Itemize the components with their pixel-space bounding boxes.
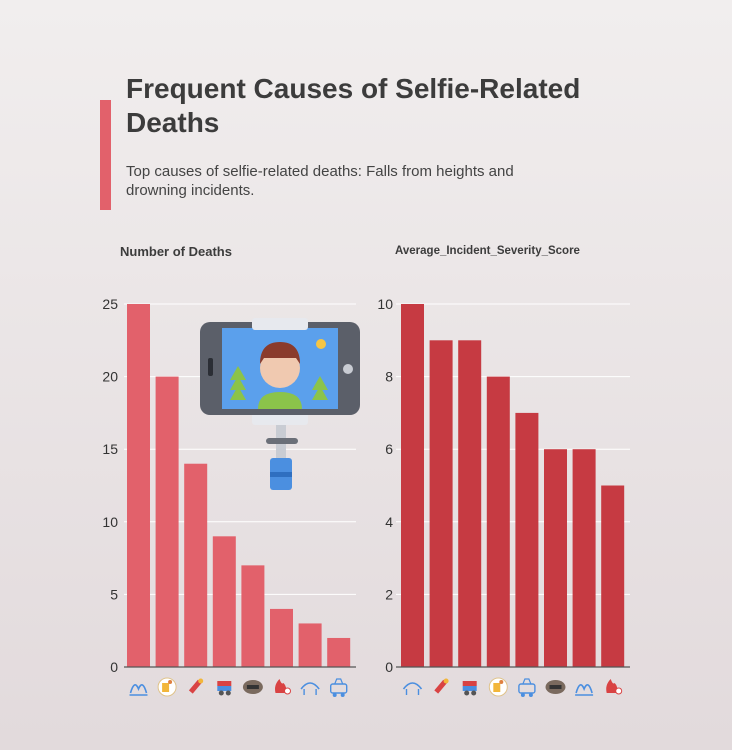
wave-icon — [129, 684, 148, 696]
bar — [327, 637, 351, 667]
fall-icon — [157, 677, 177, 697]
y-tick-label: 10 — [102, 514, 118, 530]
fall-icon — [488, 677, 508, 697]
y-tick-label: 2 — [385, 586, 393, 602]
y-tick-label: 15 — [102, 441, 118, 457]
bar — [544, 449, 567, 667]
bar — [572, 449, 596, 667]
bar — [486, 376, 510, 667]
left-bar-chart: 0 5 10 15 20 25 — [102, 296, 356, 697]
y-tick-label: 10 — [377, 296, 393, 312]
weapon-icon — [518, 678, 536, 697]
page-title: Frequent Causes of Selfie-Related Deaths — [126, 73, 581, 138]
y-tick-label: 0 — [385, 659, 393, 675]
wave-icon — [575, 684, 594, 696]
bar — [298, 623, 322, 667]
y-tick-label: 4 — [385, 514, 393, 530]
y-tick-label: 0 — [110, 659, 118, 675]
fire-icon — [275, 679, 291, 695]
bar — [401, 304, 424, 667]
y-tick-label: 20 — [102, 369, 118, 385]
selfie-stick-phone-icon — [200, 318, 360, 490]
bar — [601, 485, 625, 667]
title-accent-bar — [100, 100, 111, 210]
animal-icon — [462, 681, 477, 696]
y-tick-label: 8 — [385, 369, 393, 385]
bar — [458, 340, 482, 667]
y-tick-label: 6 — [385, 441, 393, 457]
bar — [127, 304, 150, 667]
train-icon — [188, 678, 204, 694]
y-tick-label: 5 — [110, 586, 118, 602]
animal-icon — [217, 681, 232, 696]
train-icon — [434, 678, 449, 694]
bar — [270, 608, 293, 667]
bar — [515, 412, 539, 667]
bar — [184, 463, 208, 667]
weapon-icon — [330, 678, 348, 697]
page-subtitle: Top causes of selfie-related deaths: Fal… — [126, 163, 514, 199]
right-bar-chart: 0 2 4 6 8 10 — [377, 296, 630, 697]
vehicle-icon — [242, 680, 263, 694]
y-tick-label: 25 — [102, 296, 118, 312]
right-chart-title: Average_Incident_Severity_Score — [395, 245, 580, 257]
bar — [155, 376, 179, 667]
electricity-icon — [300, 682, 320, 695]
electricity-icon — [402, 682, 423, 695]
vehicle-icon — [545, 680, 566, 694]
fire-icon — [606, 679, 623, 695]
left-chart-title: Number of Deaths — [120, 244, 232, 259]
bar — [241, 565, 265, 667]
bar — [429, 340, 453, 667]
bar — [212, 536, 236, 667]
